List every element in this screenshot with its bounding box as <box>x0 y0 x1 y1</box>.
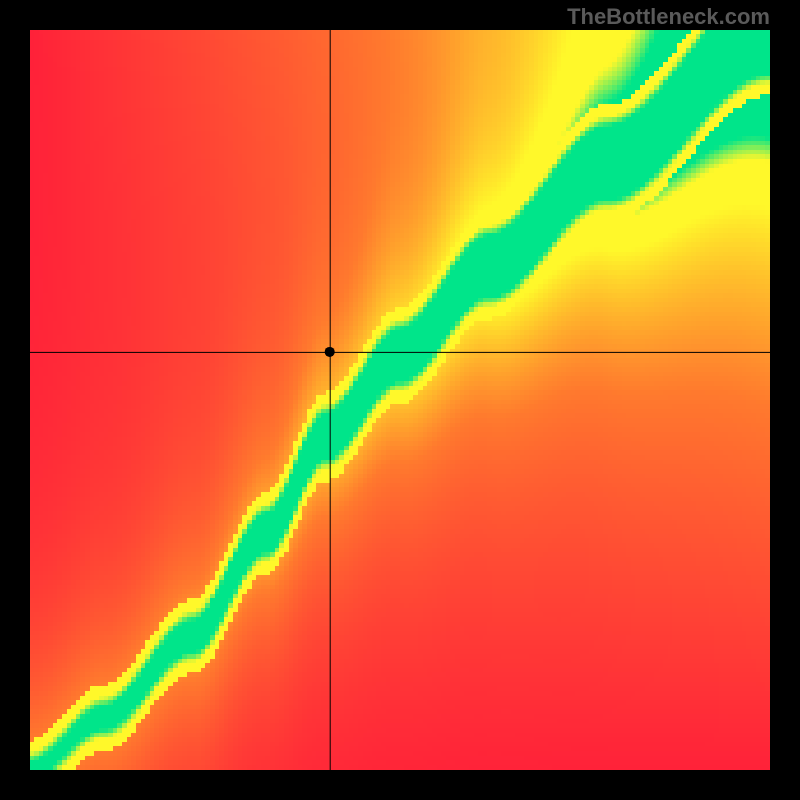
chart-stage: TheBottleneck.com <box>0 0 800 800</box>
bottleneck-heatmap <box>30 30 770 770</box>
watermark-text: TheBottleneck.com <box>567 4 770 30</box>
